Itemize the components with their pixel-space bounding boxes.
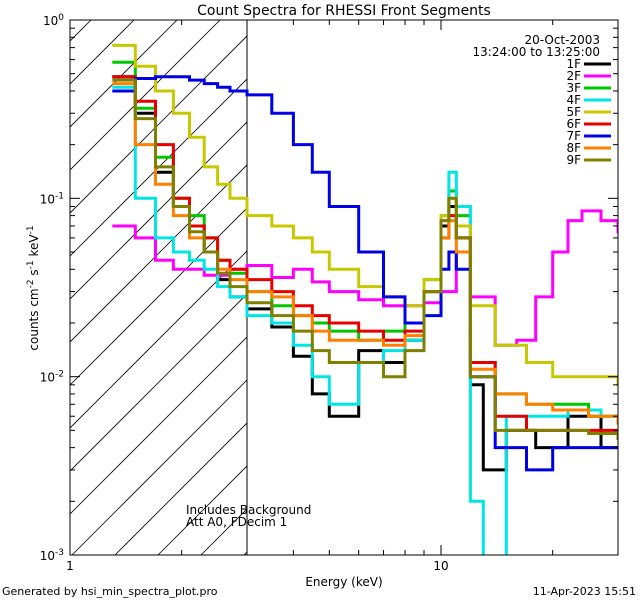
legend-label-7F: 7F — [566, 129, 581, 143]
series-line-7F — [112, 75, 618, 472]
y-tick-label: 100 — [43, 13, 64, 28]
hatch-line — [70, 164, 248, 343]
series-line-2F — [112, 209, 618, 347]
x-axis-label: Energy (keV) — [305, 575, 382, 589]
hatch-line — [287, 0, 640, 555]
hatch-line — [330, 0, 640, 555]
legend-label-4F: 4F — [566, 93, 581, 107]
y-tick-base: 10 — [40, 371, 55, 385]
annotation-attenuator: Att A0, FDecim 1 — [186, 515, 287, 529]
hatch-line — [70, 78, 248, 257]
hatch-line — [70, 336, 248, 515]
y-tick-base: 10 — [40, 549, 55, 563]
hatch-line — [114, 422, 248, 555]
hatched-region — [0, 0, 640, 555]
y-axis-label-exp3: -1 — [26, 225, 36, 234]
y-axis-label-exp1: -2 — [26, 279, 36, 288]
date-label: 20-Oct-2003 — [524, 33, 600, 47]
legend-label-1F: 1F — [566, 57, 581, 71]
hatch-line — [70, 20, 221, 171]
series-layer — [112, 43, 618, 555]
y-tick-label: 10-2 — [40, 370, 64, 385]
hatch-line — [70, 207, 248, 386]
time-range-label: 13:24:00 to 13:25:00 — [473, 45, 600, 59]
legend-label-5F: 5F — [566, 105, 581, 119]
hatch-line — [70, 35, 248, 214]
chart-title: Count Spectra for RHESSI Front Segments — [197, 3, 491, 19]
y-tick-exponent: 0 — [58, 13, 64, 23]
series-line-1F — [112, 75, 618, 472]
y-axis-label-end: keV — [27, 234, 41, 261]
legend-label-3F: 3F — [566, 81, 581, 95]
x-tick-label: 1 — [66, 559, 74, 573]
legend-label-2F: 2F — [566, 69, 581, 83]
series-line-9F — [112, 78, 618, 440]
footer-generated-by: Generated by hsi_min_spectra_plot.pro — [2, 585, 218, 598]
y-axis-label-mid: s — [27, 269, 41, 279]
hatch-lines — [0, 0, 640, 555]
hatch-line — [70, 121, 248, 300]
y-tick-base: 10 — [43, 14, 58, 28]
hatch-line — [71, 379, 248, 555]
y-tick-exponent: -2 — [55, 370, 64, 380]
y-tick-label: 10-3 — [40, 548, 64, 563]
y-axis-label-exp2: -1 — [26, 260, 36, 269]
series-line-8F — [112, 82, 618, 425]
hatch-line — [70, 20, 92, 42]
hatch-line — [0, 0, 30, 555]
x-tick-label: 10 — [433, 559, 448, 573]
y-tick-exponent: -1 — [55, 191, 64, 201]
footer-timestamp: 11-Apr-2023 15:51 — [533, 585, 636, 598]
hatch-line — [70, 293, 248, 472]
y-axis-label-main: counts cm — [27, 288, 41, 350]
annotation-background: Includes Background — [186, 503, 311, 517]
series-line-3F — [112, 60, 618, 418]
legend-label-9F: 9F — [566, 153, 581, 167]
hatch-line — [70, 250, 248, 429]
y-tick-label: 10-1 — [40, 191, 64, 206]
y-tick-exponent: -3 — [55, 548, 64, 558]
plot-frame — [69, 19, 619, 556]
y-tick-base: 10 — [40, 192, 55, 206]
legend-label-8F: 8F — [566, 141, 581, 155]
legend-label-6F: 6F — [566, 117, 581, 131]
hatch-line — [70, 20, 178, 128]
y-axis-label: counts cm-2 s-1 keV-1 — [26, 225, 41, 350]
